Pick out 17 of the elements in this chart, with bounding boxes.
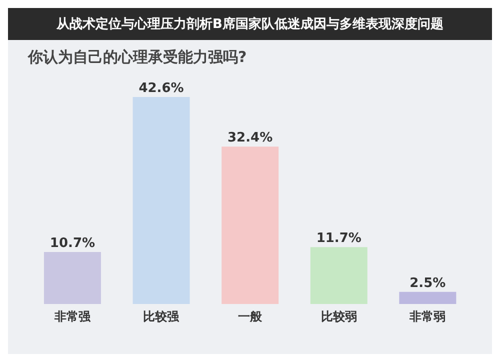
text: 从战术定位与心理压力剖析B席国家队低迷成因与多维表现深度问题 [8, 8, 492, 40]
bar [44, 252, 101, 304]
data-label: 42.6% [138, 81, 184, 96]
chart-title: 你认为自己的心理承受能力强吗? [26, 47, 248, 67]
bar [310, 247, 368, 304]
data-label: 2.5% [410, 276, 446, 291]
data-label: 32.4% [228, 130, 273, 146]
bar [399, 292, 456, 304]
data-label: 10.7% [50, 236, 96, 252]
x-tick-label: 非常弱 [408, 310, 446, 324]
data-label: 11.7% [316, 231, 362, 246]
bar [132, 97, 190, 304]
x-tick-label: 一般 [238, 310, 263, 324]
x-tick-label: 非常强 [53, 310, 92, 324]
x-tick-label: 比较强 [143, 310, 180, 324]
bar [222, 146, 279, 304]
x-tick-label: 比较弱 [320, 310, 357, 324]
